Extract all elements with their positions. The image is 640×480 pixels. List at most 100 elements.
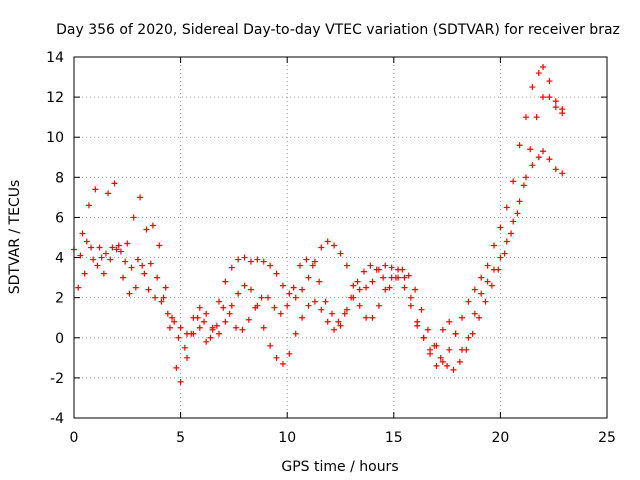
y-tick-label: 4 [55, 251, 64, 267]
data-points [71, 64, 566, 385]
data-point [401, 274, 408, 281]
data-point [484, 262, 491, 269]
data-point [254, 256, 261, 263]
data-point [559, 170, 566, 177]
data-point [540, 148, 547, 155]
data-point [356, 286, 363, 293]
data-point [527, 146, 534, 153]
y-tick-label: 10 [46, 130, 64, 146]
data-point [279, 360, 286, 367]
data-point [401, 284, 408, 291]
data-point [137, 194, 144, 201]
grid-lines [74, 57, 607, 418]
data-point [245, 316, 252, 323]
data-point [533, 114, 540, 121]
data-point [296, 262, 303, 269]
plot-frame [73, 56, 608, 419]
data-point [290, 284, 297, 291]
y-tick-label: 6 [55, 210, 64, 226]
data-point [154, 274, 161, 281]
data-point [407, 294, 414, 301]
data-point [478, 274, 485, 281]
data-point [292, 330, 299, 337]
data-point [439, 326, 446, 333]
data-point [382, 286, 389, 293]
data-point [456, 358, 463, 365]
data-point [540, 64, 547, 71]
data-point [444, 362, 451, 369]
data-point [107, 256, 114, 263]
data-point [175, 334, 182, 341]
data-point [318, 306, 325, 313]
data-point [124, 240, 131, 247]
data-point [367, 262, 374, 269]
data-point [152, 294, 159, 301]
data-point [156, 242, 163, 249]
data-point [181, 344, 188, 351]
data-point [286, 350, 293, 357]
data-point [322, 298, 329, 305]
data-point [130, 214, 137, 221]
data-point [267, 342, 274, 349]
data-point [299, 286, 306, 293]
data-point [105, 190, 112, 197]
data-point [382, 262, 389, 269]
x-tick-label: 0 [70, 430, 79, 446]
y-axis-label: SDTVAR / TECUs [7, 180, 23, 295]
data-point [177, 378, 184, 385]
data-point [143, 226, 150, 233]
series-track-1 [71, 64, 566, 385]
data-point [520, 182, 527, 189]
data-point [235, 256, 242, 263]
data-point [305, 274, 312, 281]
data-point [111, 180, 118, 187]
data-point [305, 302, 312, 309]
data-point [226, 310, 233, 317]
data-point [407, 302, 414, 309]
data-point [463, 346, 470, 353]
data-point [273, 270, 280, 277]
y-tick-label: -2 [50, 371, 64, 387]
data-point [194, 314, 201, 321]
data-point [516, 142, 523, 149]
data-point [535, 70, 542, 77]
data-point [529, 84, 536, 91]
data-point [373, 266, 380, 273]
tick-labels: 0 5 10 15 20 25 -4 -2 0 2 4 6 8 10 12 14 [46, 50, 616, 446]
data-point [495, 266, 502, 273]
data-point [412, 286, 419, 293]
data-point [79, 230, 86, 237]
data-point [213, 322, 220, 329]
data-point [386, 284, 393, 291]
data-point [478, 290, 485, 297]
data-point [482, 298, 489, 305]
data-point [488, 282, 495, 289]
data-point [503, 204, 510, 211]
data-point [209, 326, 216, 333]
data-point [328, 310, 335, 317]
data-point [203, 338, 210, 345]
data-point [399, 266, 406, 273]
data-point [196, 324, 203, 331]
data-point [85, 202, 92, 209]
data-point [316, 278, 323, 285]
data-point [139, 262, 146, 269]
data-point [98, 254, 105, 261]
data-point [465, 334, 472, 341]
data-point [132, 284, 139, 291]
data-point [292, 294, 299, 301]
data-point [420, 334, 427, 341]
y-tick-label: 8 [55, 170, 64, 186]
data-point [471, 310, 478, 317]
data-point [309, 262, 316, 269]
data-point [343, 262, 350, 269]
data-point [222, 278, 229, 285]
x-tick-label: 15 [385, 430, 403, 446]
y-tick-label: 2 [55, 291, 64, 307]
data-point [96, 244, 103, 251]
data-point [484, 278, 491, 285]
data-point [222, 318, 229, 325]
data-point [469, 330, 476, 337]
data-point [392, 274, 399, 281]
data-point [90, 256, 97, 263]
